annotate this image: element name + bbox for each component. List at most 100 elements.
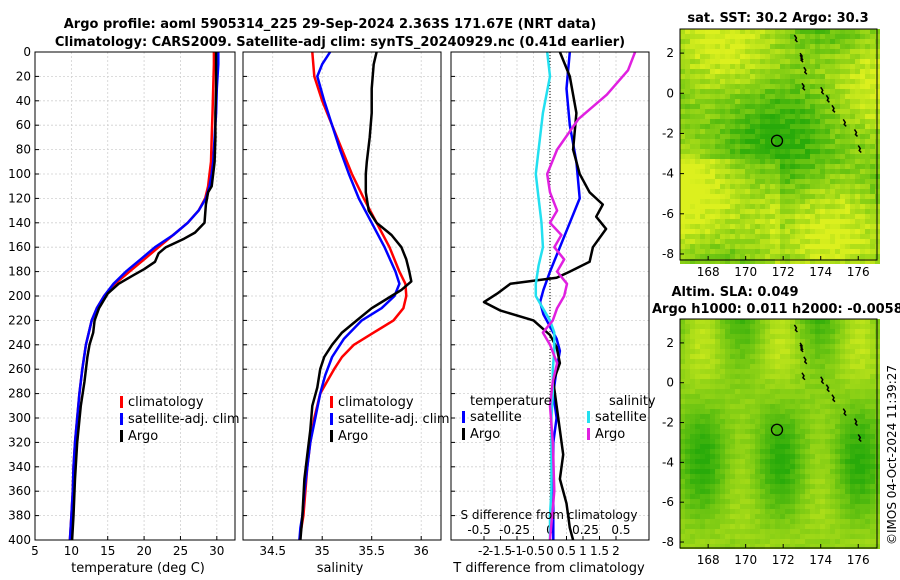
map-cell — [785, 174, 790, 179]
map-cell — [790, 234, 795, 239]
map-cell — [785, 184, 790, 189]
map-cell — [685, 479, 690, 484]
map-cell — [785, 129, 790, 134]
map-cell — [715, 109, 720, 114]
map-cell — [805, 424, 810, 429]
coastline — [793, 34, 798, 43]
map-cell — [795, 244, 800, 249]
map-cell — [850, 224, 855, 229]
map-cell — [680, 539, 685, 544]
map-cell — [755, 329, 760, 334]
map-cell — [810, 424, 815, 429]
map-cell — [780, 124, 785, 129]
map-cell — [700, 89, 705, 94]
map-cell — [810, 459, 815, 464]
map-cell — [695, 124, 700, 129]
map-cell — [835, 244, 840, 249]
map-cell — [725, 189, 730, 194]
map-cell — [750, 349, 755, 354]
map-cell — [690, 204, 695, 209]
map-cell — [785, 399, 790, 404]
map-cell — [730, 249, 735, 254]
map-cell — [775, 259, 780, 264]
map-cell — [815, 139, 820, 144]
map-cell — [870, 394, 875, 399]
map-cell — [710, 244, 715, 249]
map-cell — [760, 349, 765, 354]
map-cell — [805, 49, 810, 54]
map-cell — [815, 539, 820, 544]
map-cell — [815, 349, 820, 354]
map-cell — [825, 259, 830, 264]
map-cell — [760, 54, 765, 59]
map-cell — [860, 509, 865, 514]
map-cell — [810, 129, 815, 134]
map-cell — [850, 129, 855, 134]
map-cell — [740, 429, 745, 434]
map-cell — [835, 54, 840, 59]
map-cell — [840, 204, 845, 209]
map-cell — [750, 504, 755, 509]
map-cell — [805, 544, 810, 549]
map-cell — [830, 189, 835, 194]
map-cell — [840, 539, 845, 544]
map-cell — [775, 94, 780, 99]
map-cell — [740, 334, 745, 339]
y-tick-label: 160 — [8, 240, 31, 254]
map-cell — [835, 344, 840, 349]
map-cell — [735, 159, 740, 164]
map-cell — [700, 354, 705, 359]
map-cell — [830, 224, 835, 229]
map-cell — [780, 259, 785, 264]
map-cell — [720, 54, 725, 59]
map-cell — [870, 119, 875, 124]
map-cell — [710, 29, 715, 34]
map-cell — [715, 164, 720, 169]
map-cell — [780, 414, 785, 419]
map-cell — [825, 509, 830, 514]
map-cell — [780, 434, 785, 439]
map-cell — [760, 434, 765, 439]
map-cell — [760, 409, 765, 414]
map-cell — [755, 194, 760, 199]
map-cell — [830, 389, 835, 394]
map-cell — [795, 254, 800, 259]
map-cell — [760, 379, 765, 384]
map-cell — [700, 179, 705, 184]
map-cell — [680, 484, 685, 489]
map-cell — [720, 354, 725, 359]
map-cell — [815, 469, 820, 474]
map-cell — [845, 489, 850, 494]
map-cell — [710, 469, 715, 474]
map-cell — [795, 64, 800, 69]
map-cell — [765, 214, 770, 219]
map-cell — [760, 319, 765, 324]
map-cell — [800, 204, 805, 209]
map-cell — [860, 59, 865, 64]
map-cell — [680, 514, 685, 519]
map-cell — [750, 184, 755, 189]
map-cell — [855, 234, 860, 239]
map-cell — [740, 419, 745, 424]
map-cell — [870, 99, 875, 104]
map-cell — [790, 39, 795, 44]
map-cell — [855, 354, 860, 359]
map-cell — [745, 334, 750, 339]
map-cell — [725, 229, 730, 234]
map-cell — [715, 44, 720, 49]
map-cell — [715, 169, 720, 174]
map-cell — [705, 124, 710, 129]
map-cell — [850, 459, 855, 464]
map-cell — [710, 329, 715, 334]
map-cell — [745, 199, 750, 204]
map-cell — [715, 34, 720, 39]
x-tick-label: 0 — [546, 544, 554, 558]
map-cell — [730, 464, 735, 469]
map-cell — [820, 254, 825, 259]
map-cell — [755, 49, 760, 54]
map-cell — [750, 379, 755, 384]
map-cell — [870, 199, 875, 204]
map-cell — [850, 344, 855, 349]
map-cell — [690, 344, 695, 349]
map-cell — [700, 334, 705, 339]
